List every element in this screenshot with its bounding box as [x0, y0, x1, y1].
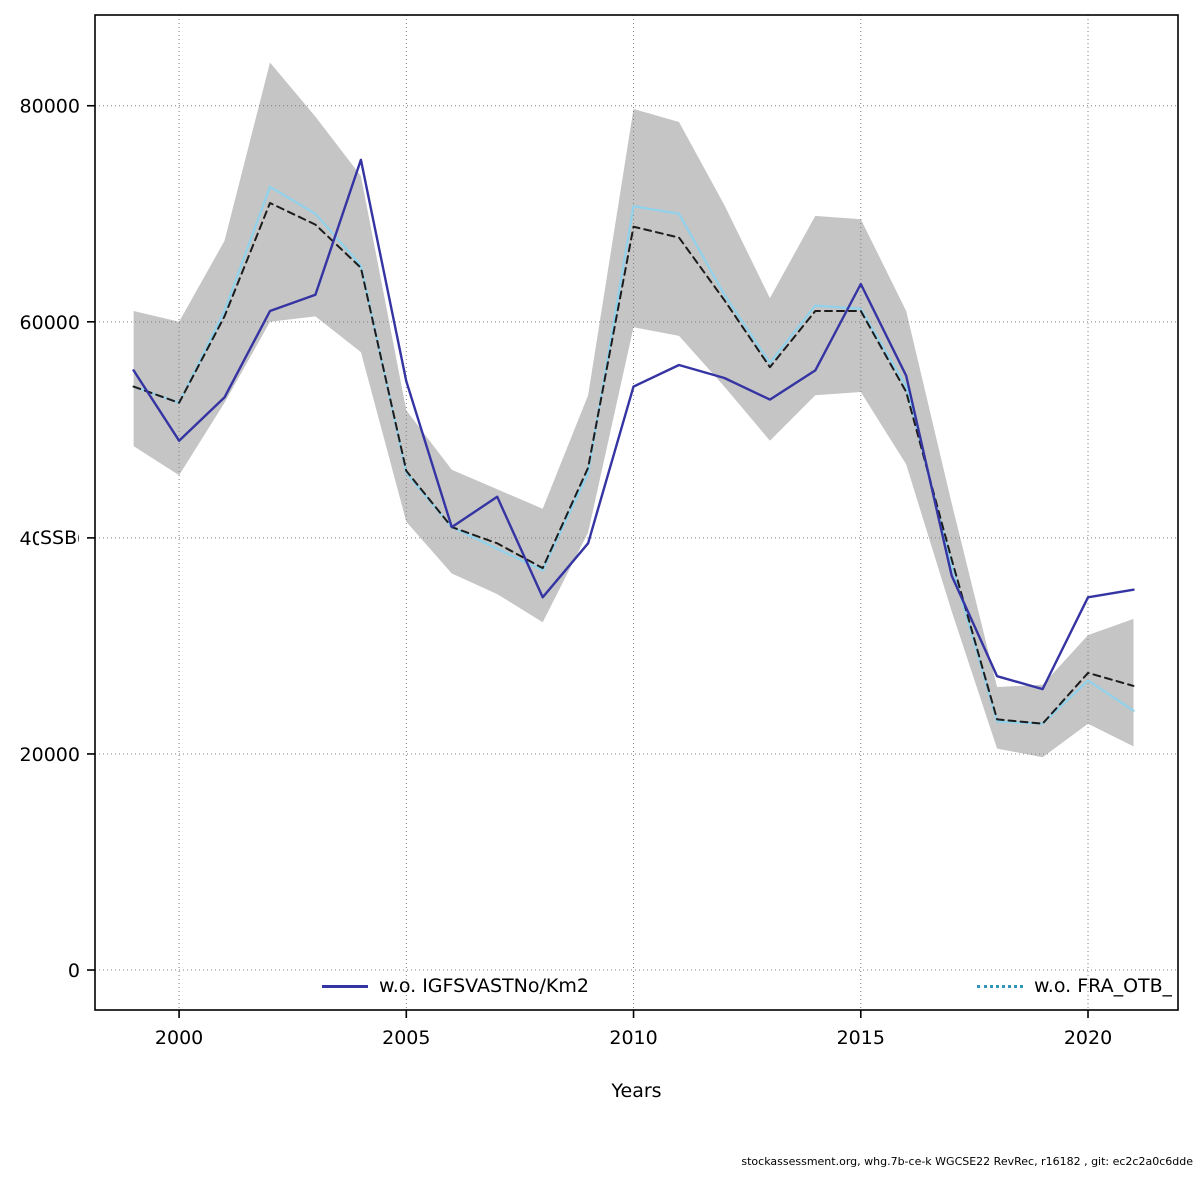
x-tick-label: 2000 — [155, 1027, 203, 1049]
x-tick-label: 2010 — [609, 1027, 657, 1049]
legend-label-wo-fra-otb: w.o. FRA_OTB_ — [1034, 975, 1173, 997]
x-tick-label: 2015 — [837, 1027, 885, 1049]
legend-item-wo-igfsvastno-km2: w.o. IGFSVASTNo/Km2 — [322, 975, 589, 997]
plot-border — [94, 14, 1179, 1011]
series-line-wo-fra-otb — [132, 185, 1135, 725]
series-line-central-estimate — [132, 202, 1135, 725]
y-tick-label: 80000 — [20, 96, 80, 118]
y-tick-label: 20000 — [20, 744, 80, 766]
x-tick-label: 2020 — [1064, 1027, 1112, 1049]
footer-provenance-note: stockassessment.org, whg.7b-ce-k WGCSE22… — [741, 1155, 1193, 1168]
legend-label-wo-igfsvastno-km2: w.o. IGFSVASTNo/Km2 — [379, 975, 589, 997]
x-axis-title: Years — [611, 1080, 662, 1102]
y-tick-label: 60000 — [20, 312, 80, 334]
y-axis-title: SSB — [39, 527, 79, 549]
legend-item-wo-fra-otb: w.o. FRA_OTB_ — [977, 975, 1172, 997]
legend-line-sample-dotted-teal — [977, 984, 1023, 988]
legend-line-sample-solid-navy — [322, 984, 368, 988]
confidence-band — [133, 62, 1134, 758]
y-tick-label: 0 — [68, 960, 80, 982]
x-tick-label: 2005 — [382, 1027, 430, 1049]
series-line-wo-igfsvastno-km2 — [132, 158, 1135, 691]
